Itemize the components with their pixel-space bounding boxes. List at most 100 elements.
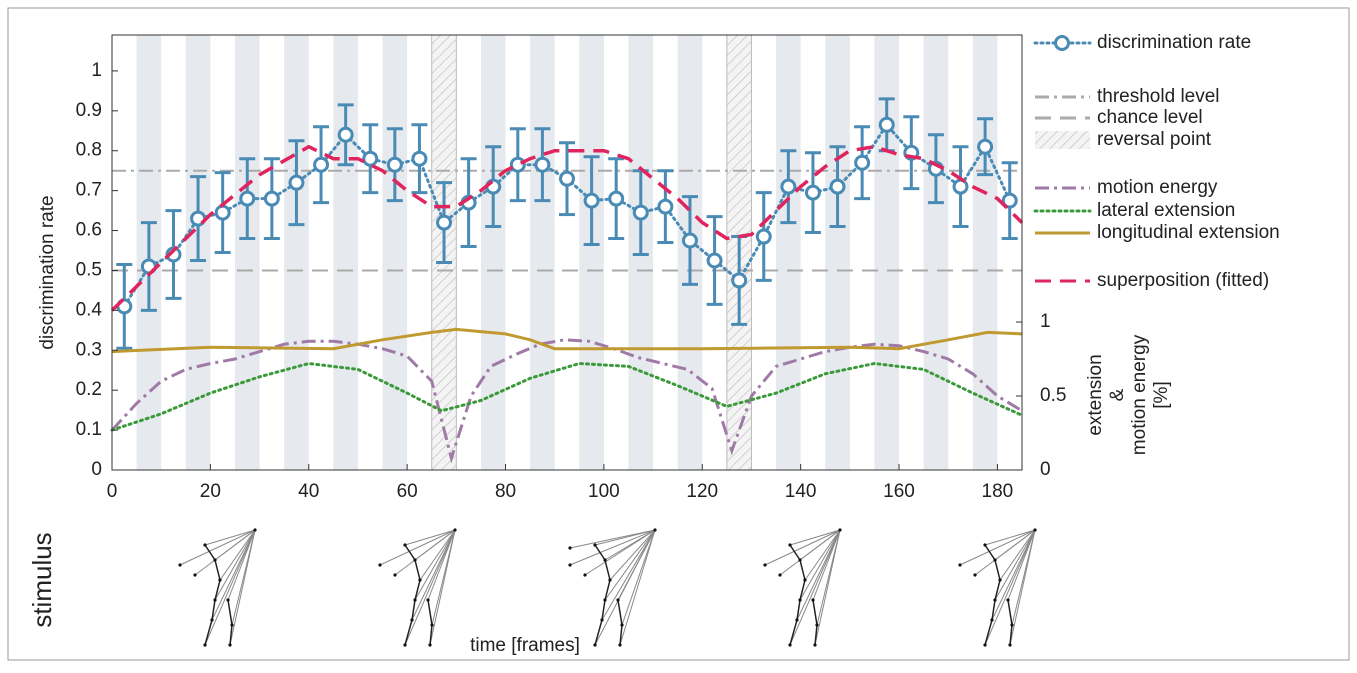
- legend-label: threshold level: [1097, 86, 1220, 107]
- shaded-band: [923, 35, 949, 470]
- data-point: [854, 154, 871, 171]
- stick-line: [429, 529, 456, 646]
- stick-figure: [568, 528, 657, 647]
- stick-joint: [788, 643, 792, 647]
- y2-axis-label: motion energy: [1129, 334, 1150, 455]
- stick-line: [394, 529, 456, 576]
- legend-label: reversal point: [1097, 129, 1212, 150]
- y-tick-label: 0.2: [76, 379, 102, 400]
- stick-joint: [778, 573, 782, 577]
- series-line: [110, 144, 1024, 312]
- x-tick-label: 40: [298, 481, 319, 502]
- stick-line: [569, 529, 656, 566]
- stick-joint: [600, 618, 604, 622]
- stick-line: [569, 529, 656, 549]
- stick-joint: [798, 598, 802, 602]
- stick-figure: [958, 528, 1037, 647]
- shaded-band: [234, 35, 260, 470]
- legend-label: chance level: [1097, 107, 1203, 128]
- stick-line: [621, 529, 656, 626]
- stick-joint: [653, 528, 657, 532]
- stick-line: [379, 529, 456, 566]
- y2-tick-label: 0: [1040, 459, 1051, 480]
- stick-line: [1007, 529, 1036, 601]
- stick-joint: [1008, 643, 1012, 647]
- stick-line: [994, 529, 1036, 601]
- stick-line: [204, 529, 256, 646]
- stick-joint: [210, 618, 214, 622]
- data-point: [288, 174, 305, 191]
- plot-frame: [111, 34, 1023, 471]
- stick-joint: [203, 643, 207, 647]
- shaded-band: [284, 35, 309, 470]
- stick-joint: [203, 543, 207, 547]
- stick-line: [619, 529, 656, 646]
- stick-joint: [838, 528, 842, 532]
- data-point: [1001, 192, 1018, 209]
- stick-joint: [178, 563, 182, 567]
- stick-joint: [608, 578, 612, 582]
- data-point: [214, 204, 231, 221]
- stick-joint: [798, 558, 802, 562]
- data-point: [559, 170, 575, 187]
- stick-leg: [227, 599, 233, 646]
- data-point: [731, 272, 748, 289]
- y-tick-label: 1: [91, 60, 102, 81]
- stick-line: [414, 529, 456, 601]
- data-point: [534, 156, 551, 173]
- y-tick-label: 0.9: [76, 100, 102, 121]
- shaded-band: [579, 35, 604, 470]
- x-axis-label: time [frames]: [470, 635, 580, 656]
- x-tick-label: 160: [883, 481, 915, 502]
- stick-joint: [1010, 623, 1014, 627]
- stick-line: [779, 529, 841, 576]
- stick-line: [419, 529, 456, 581]
- stick-line: [179, 529, 256, 566]
- stick-line: [609, 529, 656, 581]
- stick-joint: [413, 558, 417, 562]
- stick-leg: [1007, 599, 1013, 646]
- legend-marker: [1054, 35, 1070, 51]
- stick-joint: [453, 528, 457, 532]
- stick-joint: [993, 558, 997, 562]
- stick-line: [604, 529, 656, 601]
- stick-joint: [813, 643, 817, 647]
- stick-joint: [1006, 598, 1010, 602]
- legend-swatch: [1035, 131, 1090, 149]
- stick-line: [984, 529, 1036, 646]
- data-point: [386, 156, 403, 173]
- legend-label: lateral extension: [1097, 200, 1235, 221]
- stick-line: [584, 529, 656, 576]
- x-tick-label: 180: [982, 481, 1014, 502]
- stick-line: [211, 529, 256, 621]
- stick-line: [959, 529, 1036, 566]
- data-point: [509, 156, 526, 173]
- stick-joint: [993, 598, 997, 602]
- data-point: [681, 232, 698, 249]
- shaded-band: [480, 35, 506, 470]
- stick-joint: [990, 618, 994, 622]
- stick-spine: [404, 544, 421, 646]
- data-point: [952, 178, 969, 195]
- stick-joint: [983, 543, 987, 547]
- y-tick-label: 0.6: [76, 220, 102, 241]
- stick-joint: [973, 573, 977, 577]
- stick-joint: [218, 578, 222, 582]
- stick-joint: [795, 618, 799, 622]
- y-tick-label: 0.4: [76, 299, 103, 320]
- stick-joint: [393, 573, 397, 577]
- y-tick-label: 0.8: [76, 140, 102, 161]
- stick-spine: [204, 544, 221, 646]
- stick-joint: [618, 643, 622, 647]
- stick-line: [789, 529, 841, 546]
- data-point: [263, 190, 280, 207]
- y-tick-label: 0: [91, 459, 102, 480]
- stick-joint: [413, 598, 417, 602]
- stick-leg: [617, 599, 623, 646]
- data-point: [977, 138, 994, 155]
- y-axis-label: discrimination rate: [37, 195, 58, 349]
- stick-line: [804, 529, 841, 581]
- y2-axis-label: [%]: [1151, 381, 1172, 408]
- stick-line: [991, 529, 1036, 621]
